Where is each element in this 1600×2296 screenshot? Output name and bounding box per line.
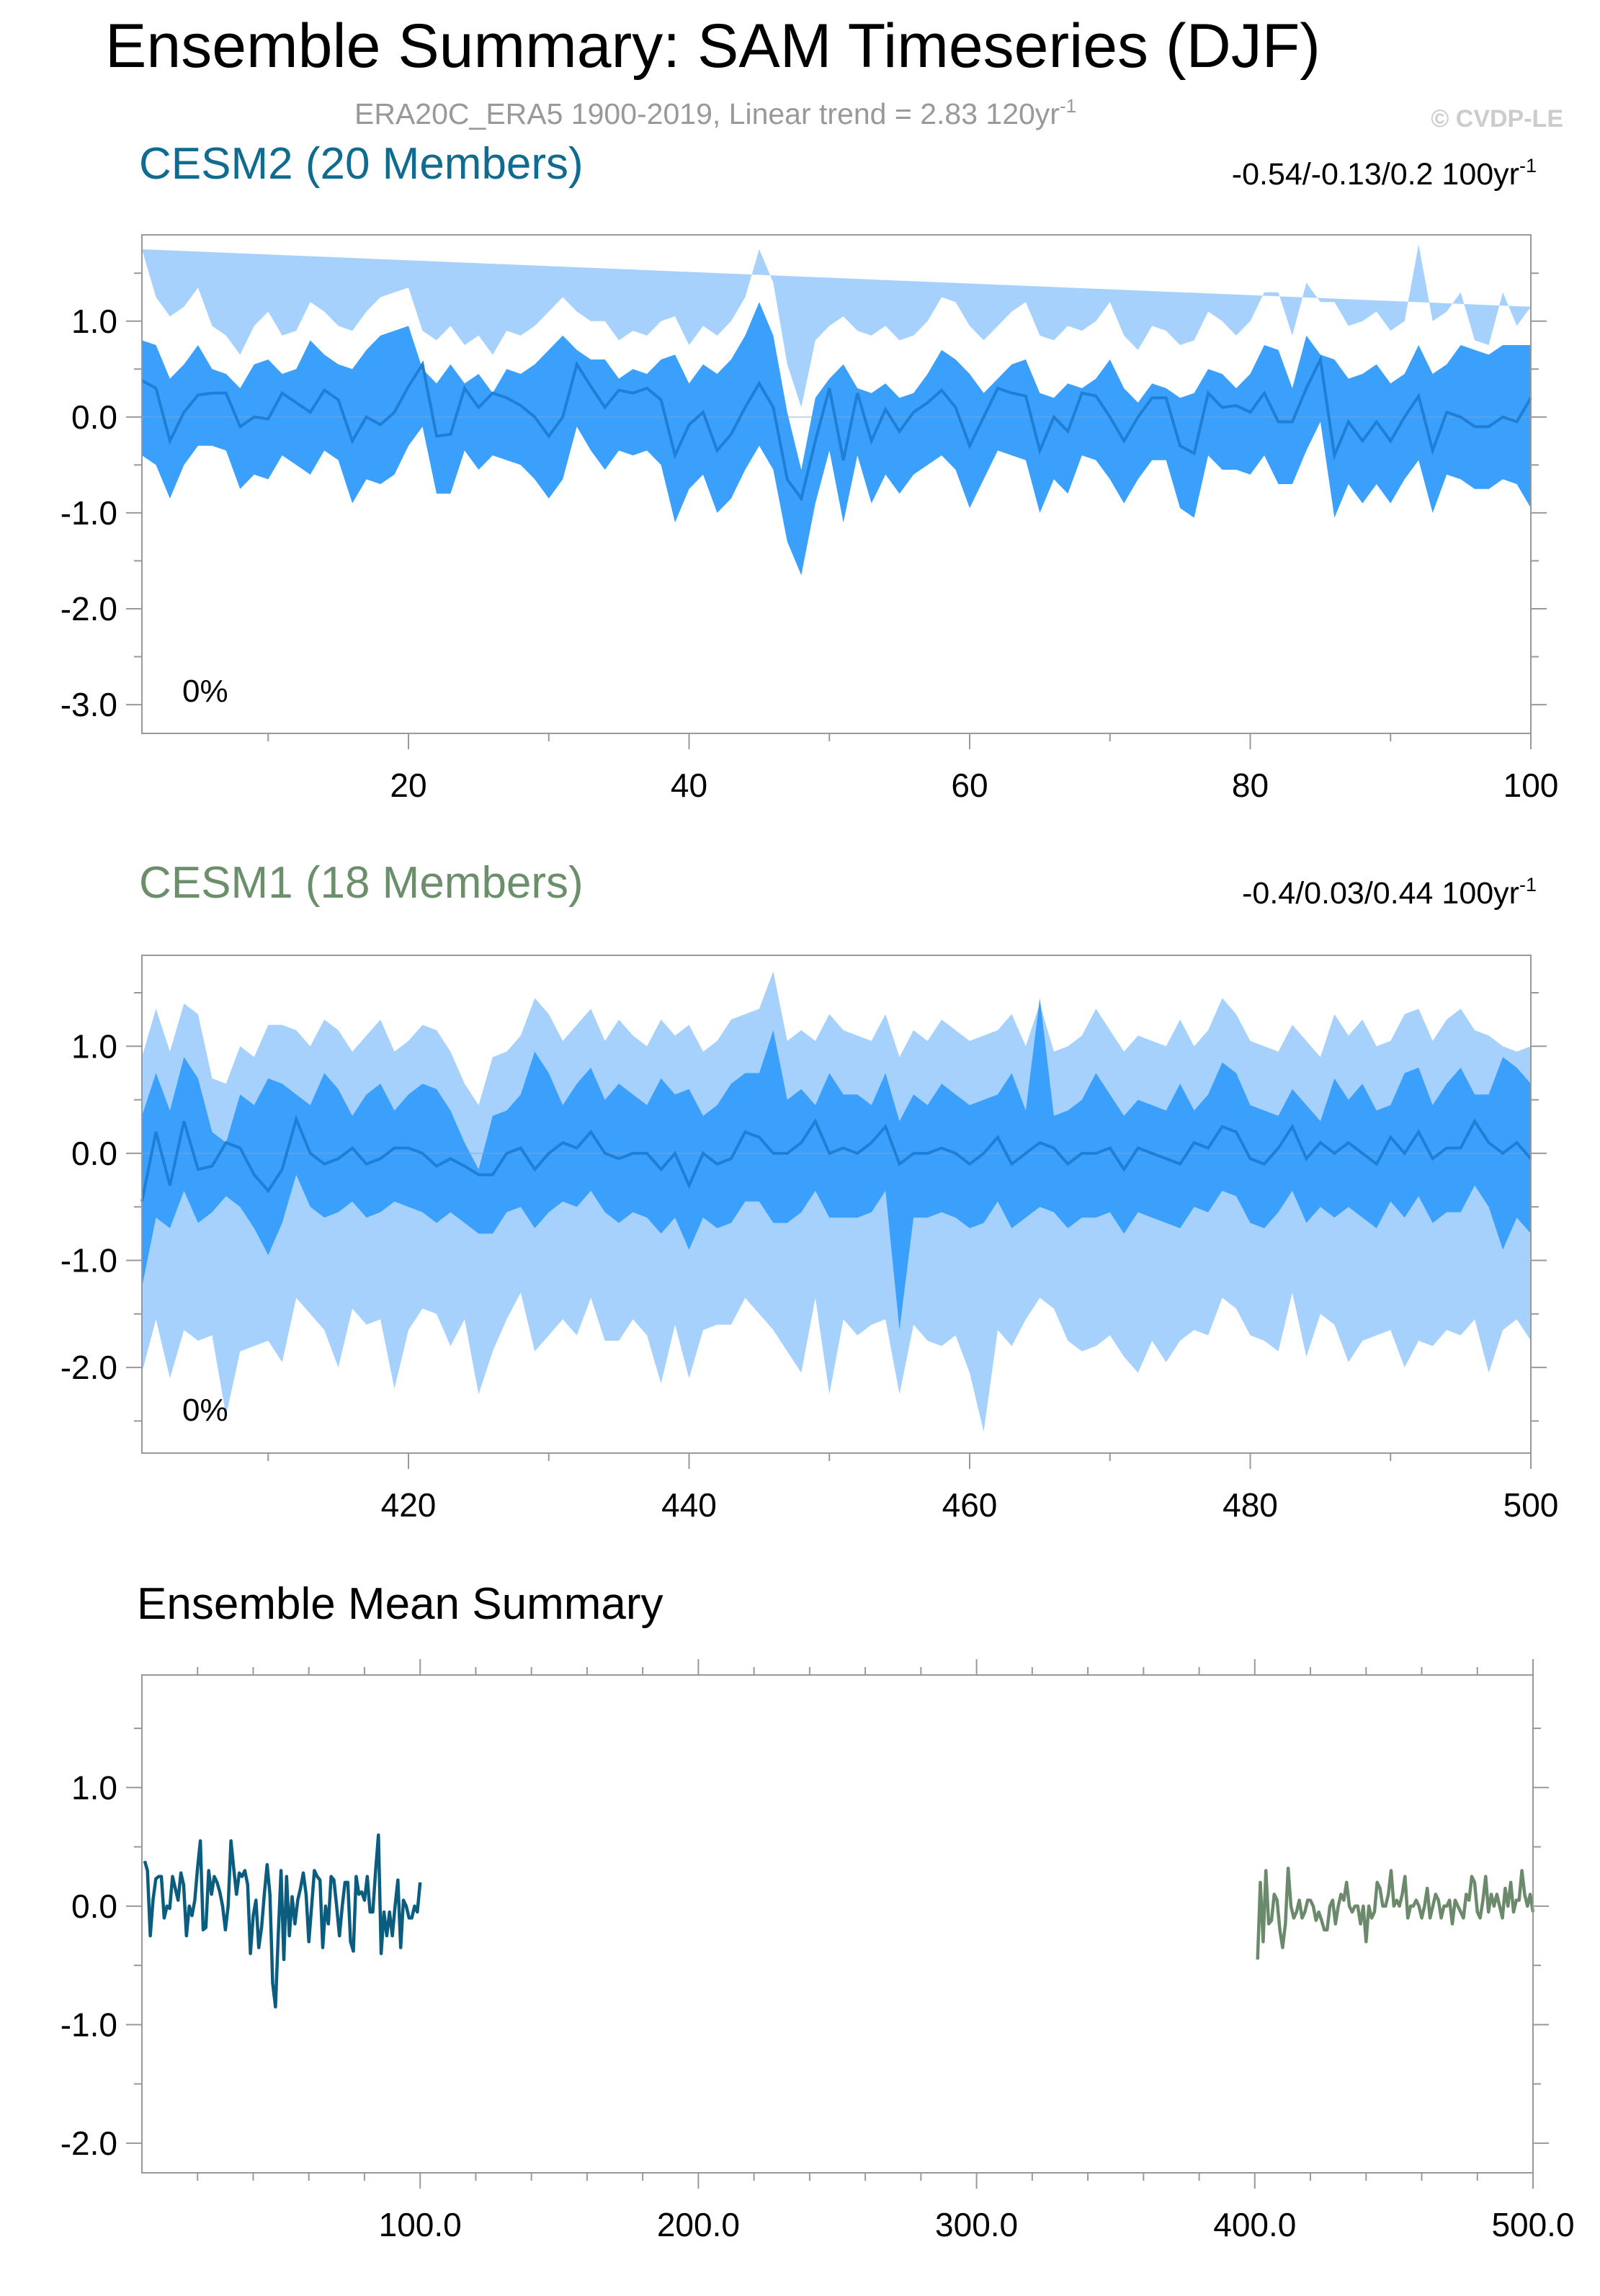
trend-text-cesm2: -0.54/-0.13/0.2 100yr-1: [1232, 155, 1537, 192]
y-tick-label: 0.0: [71, 1135, 117, 1172]
x-tick-label: 300.0: [935, 2206, 1018, 2243]
y-tick-label: 1.0: [71, 1769, 117, 1806]
band-interquartile: [142, 302, 1531, 576]
ensemble-mean-line: [141, 354, 1532, 502]
plot-frame: [141, 1674, 1534, 2174]
x-tick-label: 440: [661, 1486, 717, 1524]
x-tick-label: 100: [1503, 767, 1559, 804]
panel-cesm2: CESM2 (20 Members) -0.54/-0.13/0.2 100yr…: [61, 139, 1559, 804]
x-tick-label: 500.0: [1491, 2206, 1574, 2243]
trend-text-cesm1: -0.4/0.03/0.44 100yr-1: [1242, 874, 1537, 911]
axes-cesm1: 1.0 0.0 -1.0 -2.0 420 440 460 480 500: [61, 955, 1559, 1524]
x-tick-label: 200.0: [657, 2206, 740, 2243]
ensemble-mean-line-cesm2: [143, 1833, 422, 2009]
x-tick-label: 400.0: [1213, 2206, 1296, 2243]
plot-frame: [141, 955, 1532, 1454]
y-tick-label: -3.0: [61, 686, 117, 723]
x-tick-label: 460: [942, 1486, 998, 1524]
axes-ensemble-mean: 1.0 0.0 -1.0 -2.0 100.0 200.0 300.0 400.0 500.0: [61, 1659, 1575, 2243]
y-tick-label: -1.0: [61, 1242, 117, 1279]
panel-cesm1: CESM1 (18 Members) -0.4/0.03/0.44 100yr-…: [61, 858, 1559, 1524]
x-tick-label: 420: [381, 1486, 437, 1524]
x-tick-label: 500: [1503, 1486, 1559, 1524]
percent-label-cesm1: 0%: [182, 1393, 228, 1428]
band-min-max: [142, 244, 1531, 408]
trend-text-cesm1-sup: -1: [1519, 874, 1537, 895]
x-tick-label: 40: [671, 767, 707, 804]
y-tick-label: 1.0: [71, 1027, 117, 1065]
panel-title-cesm2: CESM2 (20 Members): [139, 139, 584, 189]
x-tick-label: 20: [390, 767, 426, 804]
axes-cesm2: 1.0 0.0 -1.0 -2.0 -3.0 20 40 60 80 100: [61, 234, 1559, 804]
ensemble-mean-line-cesm1: [1256, 1866, 1535, 1960]
x-tick-label: 60: [951, 767, 988, 804]
percent-label-cesm2: 0%: [182, 674, 228, 709]
ensemble-mean-line: [140, 1115, 1532, 1202]
figure-subtitle-text: ERA20C_ERA5 1900-2019, Linear trend = 2.…: [354, 97, 1060, 130]
ensemble-bands-cesm2: [141, 244, 1532, 576]
trend-text-cesm2-main: -0.54/-0.13/0.2 100yr: [1232, 157, 1519, 192]
ensemble-mean-lines: [143, 1833, 1535, 2009]
trend-text-cesm2-sup: -1: [1519, 155, 1537, 177]
x-tick-label: 100.0: [379, 2206, 462, 2243]
y-tick-label: -1.0: [61, 2006, 117, 2043]
ensemble-bands-cesm1: [140, 971, 1532, 1432]
x-tick-label: 480: [1223, 1486, 1278, 1524]
figure-title: Ensemble Summary: SAM Timeseries (DJF): [105, 12, 1320, 81]
figure-subtitle: ERA20C_ERA5 1900-2019, Linear trend = 2.…: [354, 95, 1076, 130]
y-tick-label: 0.0: [71, 398, 117, 436]
y-tick-label: -2.0: [61, 1349, 117, 1386]
panel-ensemble-mean: Ensemble Mean Summary 1.0 0.0 -1.0 -2.0 100.…: [61, 1579, 1575, 2243]
y-tick-label: 0.0: [71, 1888, 117, 1925]
figure-subtitle-sup: -1: [1060, 95, 1076, 117]
y-tick-label: -2.0: [61, 2125, 117, 2162]
x-tick-label: 80: [1232, 767, 1269, 804]
trend-text-cesm1-main: -0.4/0.03/0.44 100yr: [1242, 876, 1519, 911]
y-tick-label: 1.0: [71, 303, 117, 340]
band-interquartile: [142, 998, 1531, 1331]
watermark: © CVDP-LE: [1431, 105, 1563, 133]
y-tick-label: -2.0: [61, 590, 117, 627]
panel-title-cesm1: CESM1 (18 Members): [139, 858, 584, 908]
plot-frame: [141, 234, 1532, 734]
y-tick-label: -1.0: [61, 494, 117, 532]
panel-title-ensemble-mean: Ensemble Mean Summary: [137, 1579, 663, 1629]
